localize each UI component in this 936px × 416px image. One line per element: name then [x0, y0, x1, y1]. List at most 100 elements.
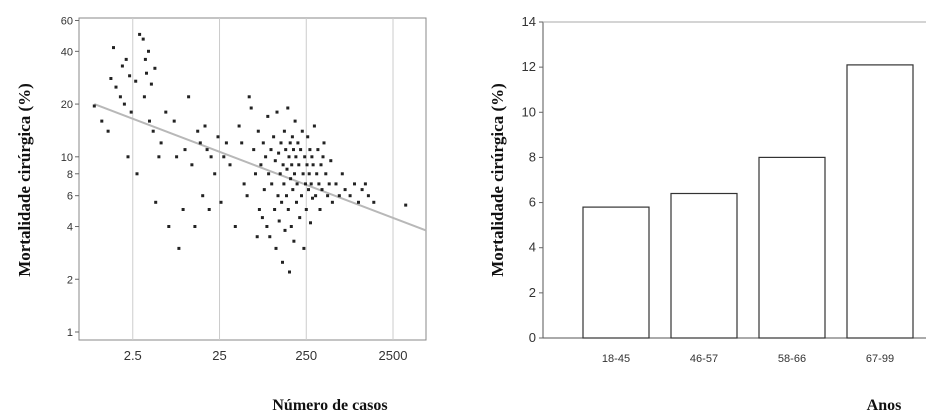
scatter-point [118, 95, 122, 99]
scatter-point [337, 194, 341, 198]
scatter-y-axis-label: Mortalidade cirúrgica (%) [15, 83, 34, 277]
scatter-point [242, 182, 246, 186]
scatter-point [190, 163, 194, 167]
scatter-point [286, 106, 290, 110]
bar-x-axis: 18-45 46-57 58-66 67-99 [543, 337, 926, 365]
scatter-y-axis: 1 2 4 6 8 10 20 40 60 [61, 15, 79, 339]
scatter-point [360, 188, 364, 192]
scatter-point [285, 167, 289, 171]
bar [846, 64, 914, 339]
scatter-point [270, 182, 274, 186]
scatter-point [142, 95, 146, 99]
scatter-point [322, 141, 326, 145]
scatter-point [196, 129, 200, 133]
scatter-point [267, 172, 271, 176]
scatter-point [321, 155, 325, 159]
scatter-point [273, 208, 277, 211]
scatter-point [262, 188, 266, 192]
scatter-point [324, 172, 328, 176]
scatter-point [247, 95, 251, 99]
scatter-point [256, 129, 260, 133]
scatter-point [275, 110, 279, 114]
scatter-point [233, 225, 237, 228]
scatter-point [154, 200, 158, 204]
scatter-point [301, 172, 305, 176]
scatter-point [106, 129, 110, 133]
scatter-point [245, 194, 249, 198]
scatter-point [311, 196, 314, 200]
bar-x-axis-label: Anos [867, 397, 902, 414]
scatter-point [327, 182, 331, 186]
bar-y-axis: 0 2 4 6 8 10 12 14 [522, 14, 926, 345]
scatter-point [292, 239, 296, 243]
bar-y-tick-label: 6 [529, 195, 536, 210]
scatter-point [181, 208, 185, 211]
scatter-point [249, 106, 253, 110]
scatter-point [319, 163, 323, 167]
scatter-point [309, 221, 312, 225]
scatter-point [129, 110, 133, 114]
scatter-point [302, 246, 306, 250]
scatter-point [272, 135, 276, 139]
scatter-point [284, 148, 288, 152]
bar-y-tick-label: 4 [529, 240, 536, 255]
scatter-point [299, 148, 303, 152]
scatter-point [281, 260, 284, 264]
scatter-point [207, 208, 211, 211]
bar-category-label: 67-99 [866, 353, 894, 365]
scatter-point [295, 200, 298, 204]
scatter-point [320, 188, 324, 192]
scatter-point [314, 194, 318, 198]
scatter-y-tick-label: 8 [67, 169, 73, 181]
scatter-y-tick-label: 60 [61, 15, 73, 27]
scatter-point [340, 172, 344, 176]
scatter-point [92, 104, 96, 108]
scatter-point [147, 49, 150, 53]
scatter-point [404, 203, 408, 207]
scatter-point [305, 163, 309, 167]
scatter-point [273, 159, 277, 163]
bar-y-tick-label: 8 [529, 149, 536, 164]
scatter-point [348, 194, 352, 198]
scatter-point [149, 82, 153, 86]
scatter-y-tick-label: 2 [67, 274, 73, 286]
scatter-point [285, 194, 288, 198]
scatter-point [311, 163, 315, 167]
scatter-point [265, 225, 269, 228]
scatter-trend-line [93, 103, 427, 232]
scatter-point [254, 172, 257, 176]
scatter-point [148, 119, 151, 123]
scatter-point [259, 163, 263, 167]
scatter-point [287, 155, 291, 159]
scatter-point [289, 177, 293, 181]
scatter-point [266, 114, 270, 118]
scatter-point [112, 46, 115, 50]
scatter-y-tick-label: 1 [67, 327, 73, 339]
scatter-point [310, 155, 314, 159]
scatter-point [255, 235, 259, 239]
scatter-point [128, 74, 132, 78]
scatter-point [294, 155, 298, 159]
scatter-point [261, 141, 265, 145]
scatter-point [290, 163, 294, 167]
scatter-point [353, 182, 356, 186]
scatter-point [183, 148, 187, 152]
scatter-point [268, 235, 272, 239]
scatter-point [279, 141, 283, 145]
bar-y-tick-label: 0 [529, 330, 536, 345]
scatter-point [293, 172, 296, 176]
scatter-point [343, 188, 347, 192]
scatter-point [312, 124, 316, 128]
bar-y-axis-label: Mortalidade cirúrgica (%) [488, 83, 507, 277]
scatter-point [298, 216, 302, 220]
scatter-y-tick-label: 4 [67, 222, 73, 234]
scatter-point [205, 148, 209, 152]
scatter-point [145, 71, 148, 75]
scatter-point [153, 66, 157, 70]
scatter-point [307, 172, 311, 176]
scatter-y-tick-label: 6 [67, 191, 73, 203]
scatter-point [260, 216, 264, 220]
scatter-point [100, 119, 104, 123]
bar-category-label: 58-66 [778, 353, 806, 365]
